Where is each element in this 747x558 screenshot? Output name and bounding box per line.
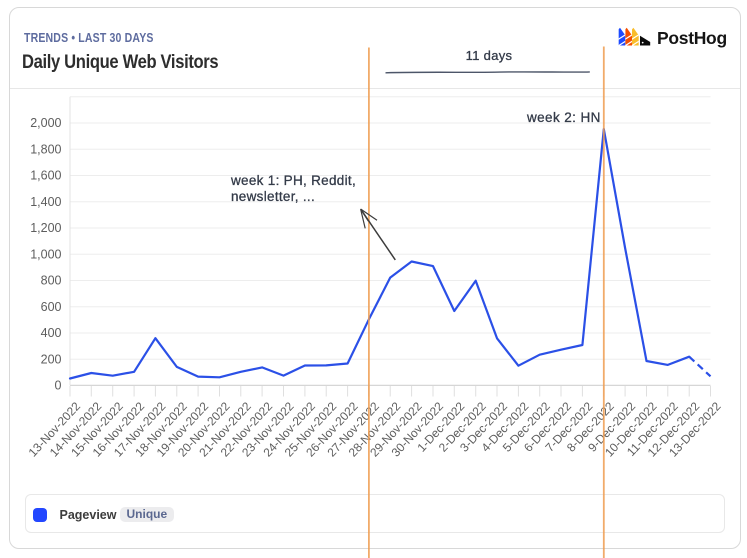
svg-text:newsletter, ...: newsletter, ... bbox=[231, 189, 315, 204]
svg-text:400: 400 bbox=[41, 326, 62, 340]
svg-text:week 1: PH, Reddit,: week 1: PH, Reddit, bbox=[230, 173, 356, 188]
svg-text:1,000: 1,000 bbox=[30, 247, 61, 261]
svg-text:11 days: 11 days bbox=[466, 48, 513, 63]
svg-text:1,200: 1,200 bbox=[30, 221, 61, 235]
svg-text:0: 0 bbox=[55, 379, 62, 393]
svg-text:week 2: HN: week 2: HN bbox=[526, 110, 601, 125]
svg-text:1,600: 1,600 bbox=[30, 169, 61, 183]
svg-text:800: 800 bbox=[41, 274, 62, 288]
svg-text:1,800: 1,800 bbox=[30, 142, 61, 156]
svg-text:200: 200 bbox=[41, 352, 62, 366]
svg-text:2,000: 2,000 bbox=[30, 116, 61, 130]
svg-text:1,400: 1,400 bbox=[30, 195, 61, 209]
svg-text:600: 600 bbox=[41, 300, 62, 314]
